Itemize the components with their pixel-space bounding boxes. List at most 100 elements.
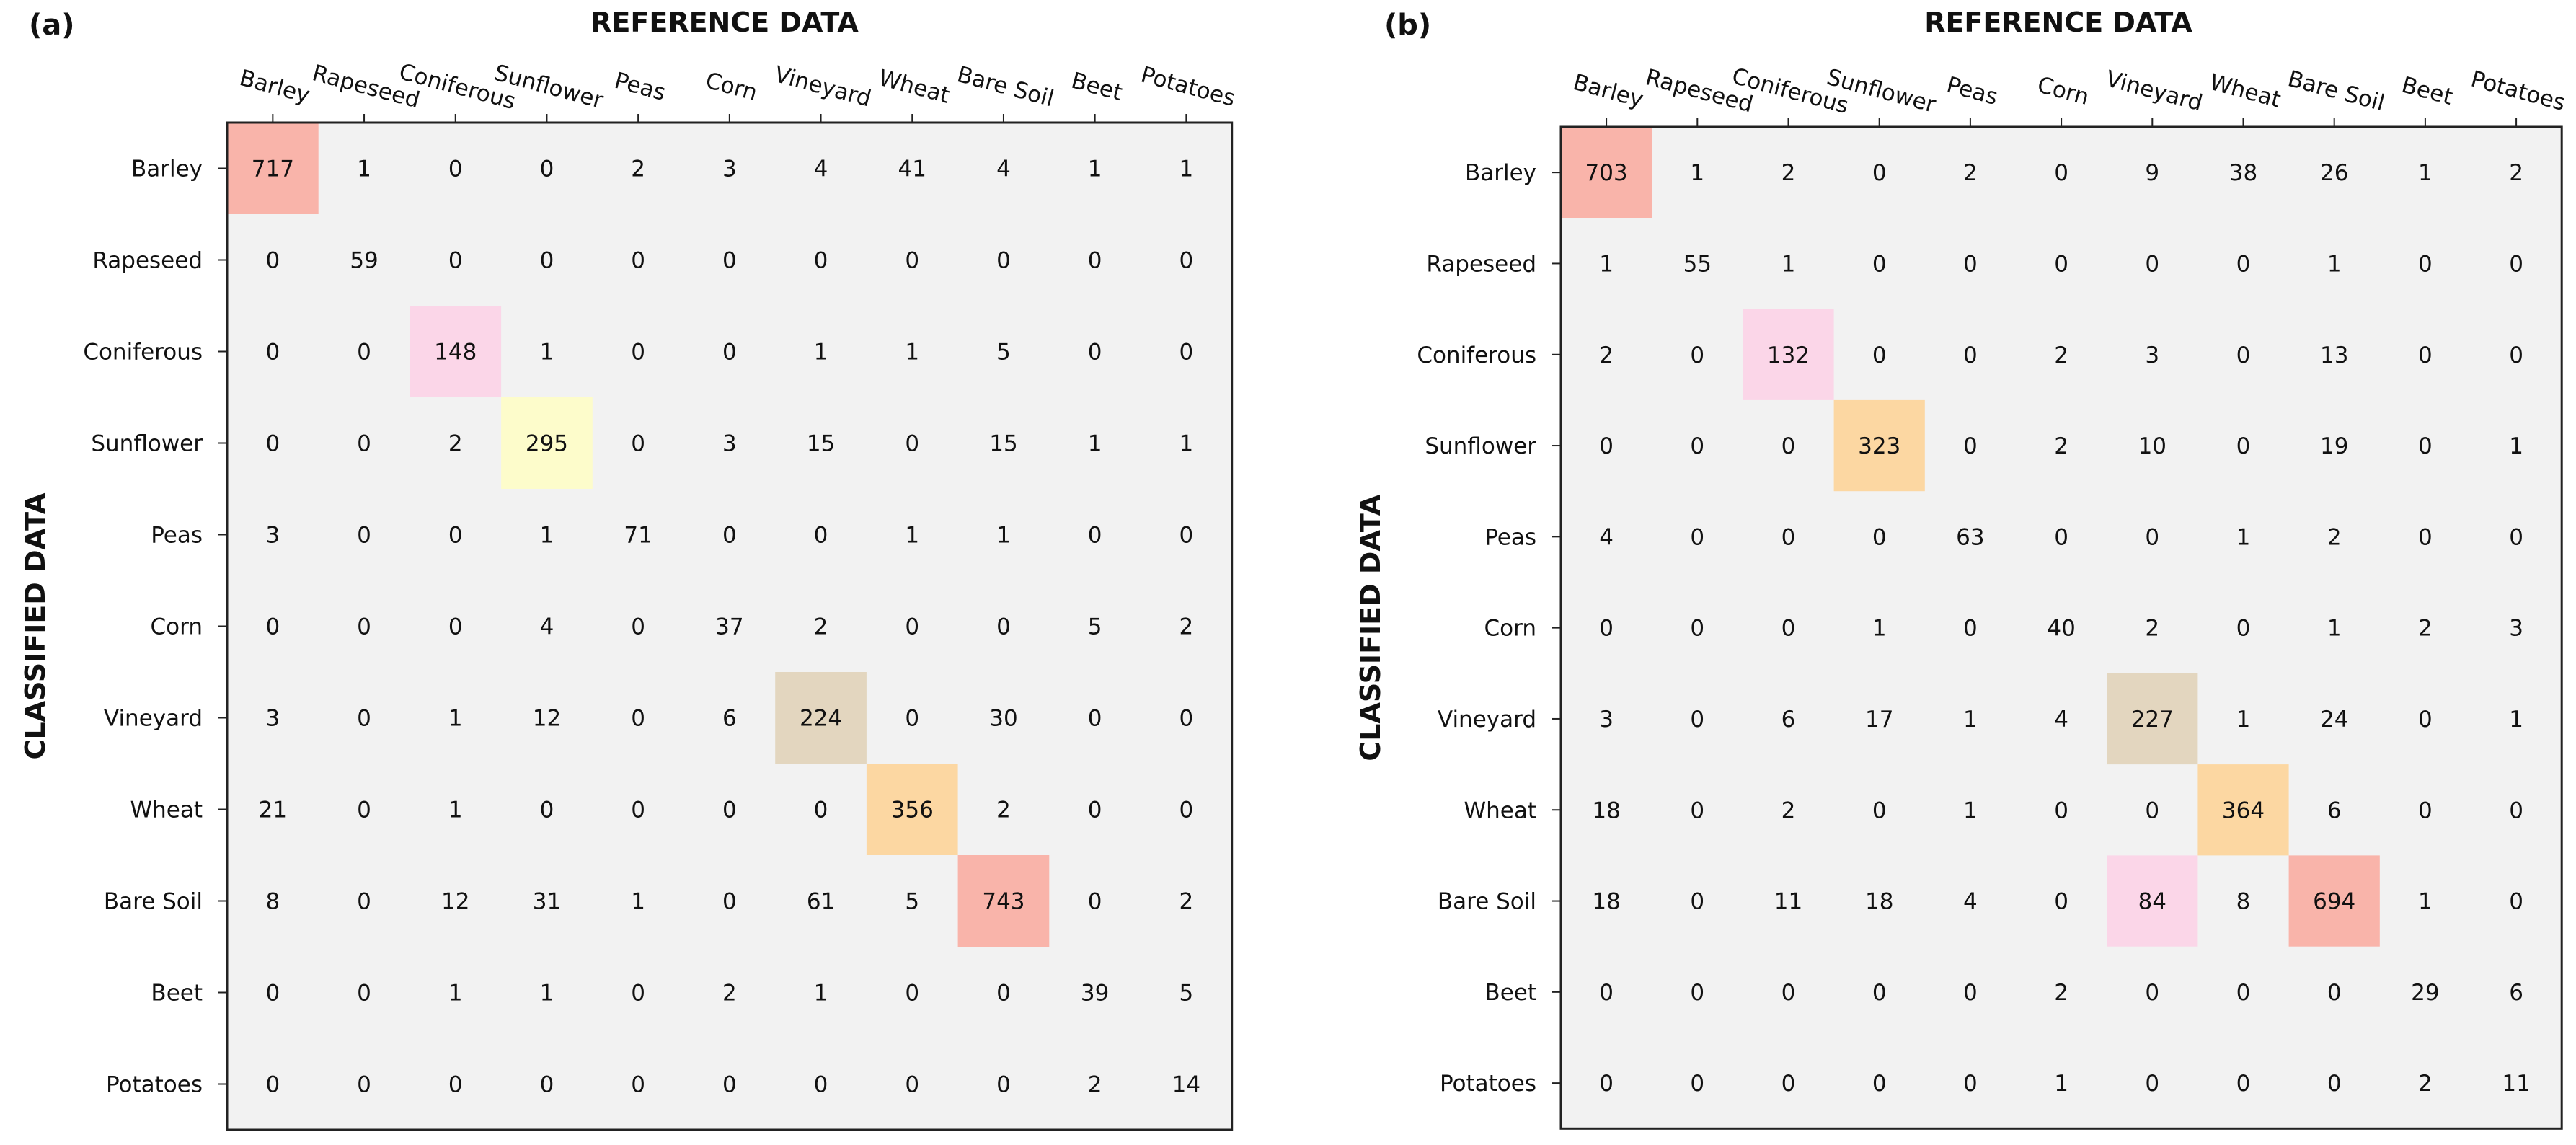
cell-value: 0: [1963, 433, 1978, 459]
column-label: Vineyard: [771, 61, 874, 112]
cell-value: 0: [357, 431, 371, 457]
cell-value: 0: [2054, 251, 2068, 277]
cell-value: 17: [1865, 707, 1893, 733]
highlight-cell: [2197, 764, 2289, 856]
cell-value: 1: [540, 981, 554, 1007]
cell-value: 5: [1088, 614, 1102, 640]
cell-value: 1: [1781, 251, 1796, 277]
cell-value: 1: [905, 523, 919, 549]
cell-value: 0: [1179, 523, 1193, 549]
cell-value: 1: [1088, 156, 1102, 182]
row-label: Beet: [151, 981, 203, 1007]
cell-value: 2: [2418, 1071, 2433, 1097]
cell-value: 1: [1599, 251, 1614, 277]
panel-b: (b) REFERENCE DATA CLASSIFIED DATA Barley Ra…: [1355, 6, 2568, 1130]
cell-value: 37: [715, 614, 743, 640]
cell-value: 2: [1781, 797, 1796, 823]
cell-value: 0: [2236, 251, 2251, 277]
cell-value: 2: [448, 431, 463, 457]
cell-value: 1: [2509, 433, 2523, 459]
cell-value: 0: [722, 1072, 737, 1098]
row-label: Sunflower: [91, 431, 203, 457]
cell-value: 0: [357, 797, 371, 823]
column-label: Barley: [1570, 69, 1646, 112]
cell-value: 0: [265, 248, 280, 274]
cell-value: 0: [2509, 889, 2523, 915]
cell-value: 0: [540, 156, 554, 182]
cell-value: 29: [2411, 980, 2439, 1006]
cell-value: 0: [2054, 889, 2068, 915]
cell-value: 18: [1865, 889, 1893, 915]
cell-value: 0: [1872, 1071, 1887, 1097]
cell-value: 0: [448, 1072, 463, 1098]
cell-value: 0: [357, 889, 371, 915]
cell-value: 0: [357, 614, 371, 640]
column-label: Wheat: [2207, 69, 2283, 113]
cell-value: 1: [996, 523, 1011, 549]
cell-value: 1: [1179, 156, 1193, 182]
cell-value: 0: [540, 797, 554, 823]
cell-value: 0: [2054, 524, 2068, 550]
cell-value: 0: [631, 706, 645, 732]
cell-value: 1: [448, 706, 463, 732]
cell-value: 1: [2418, 889, 2433, 915]
cell-value: 1: [2236, 524, 2251, 550]
row-label: Wheat: [130, 797, 203, 823]
highlight-cell: [501, 397, 593, 489]
cell-value: 5: [905, 889, 919, 915]
highlight-cell: [1743, 309, 1834, 400]
cell-value: 1: [2054, 1071, 2068, 1097]
cell-value: 18: [1592, 889, 1620, 915]
cell-value: 2: [2145, 616, 2159, 642]
row-label: Coniferous: [1417, 342, 1536, 368]
row-label: Barley: [131, 156, 203, 182]
cell-value: 6: [2327, 797, 2342, 823]
cell-value: 0: [2145, 524, 2159, 550]
cell-value: 0: [448, 156, 463, 182]
column-label: Barley: [236, 65, 312, 108]
cell-value: 0: [1088, 706, 1102, 732]
cell-value: 19: [2320, 433, 2348, 459]
cell-value: 10: [2138, 433, 2166, 459]
cell-value: 40: [2047, 616, 2075, 642]
cell-value: 1: [2236, 707, 2251, 733]
row-label: Vineyard: [1438, 707, 1536, 733]
cell-value: 24: [2320, 707, 2348, 733]
y-axis-title: CLASSIFIED DATA: [19, 492, 51, 759]
cell-value: 0: [1179, 248, 1193, 274]
cell-value: 0: [1599, 1071, 1614, 1097]
cell-value: 11: [2502, 1071, 2530, 1097]
column-label: Potatoes: [1138, 62, 1239, 112]
cell-value: 0: [2145, 1071, 2159, 1097]
cell-value: 12: [533, 706, 561, 732]
cell-value: 0: [2327, 980, 2342, 1006]
cell-value: 0: [1963, 342, 1978, 368]
cell-value: 11: [1774, 889, 1802, 915]
cell-value: 14: [1172, 1072, 1200, 1098]
panel-label: (a): [29, 9, 75, 42]
cell-value: 0: [357, 706, 371, 732]
cell-value: 0: [905, 981, 919, 1007]
cell-value: 1: [2509, 707, 2523, 733]
cell-value: 0: [631, 797, 645, 823]
cell-value: 4: [540, 614, 554, 640]
cell-value: 0: [1179, 340, 1193, 366]
cell-value: 1: [1963, 797, 1978, 823]
cell-value: 0: [996, 1072, 1011, 1098]
cell-value: 9: [2145, 160, 2159, 186]
cell-value: 0: [905, 706, 919, 732]
matrix-background: [227, 123, 1232, 1130]
cell-value: 6: [1781, 707, 1796, 733]
row-label: Corn: [151, 614, 203, 640]
cell-value: 0: [814, 248, 828, 274]
cell-value: 0: [265, 340, 280, 366]
cell-value: 0: [2145, 797, 2159, 823]
cell-value: 0: [540, 1072, 554, 1098]
cell-value: 0: [357, 1072, 371, 1098]
column-label: Peas: [1944, 72, 2001, 110]
cell-value: 4: [1963, 889, 1978, 915]
cell-value: 356: [891, 797, 934, 823]
cell-value: 4: [2054, 707, 2068, 733]
cell-value: 2: [2054, 342, 2068, 368]
cell-value: 2: [2418, 616, 2433, 642]
